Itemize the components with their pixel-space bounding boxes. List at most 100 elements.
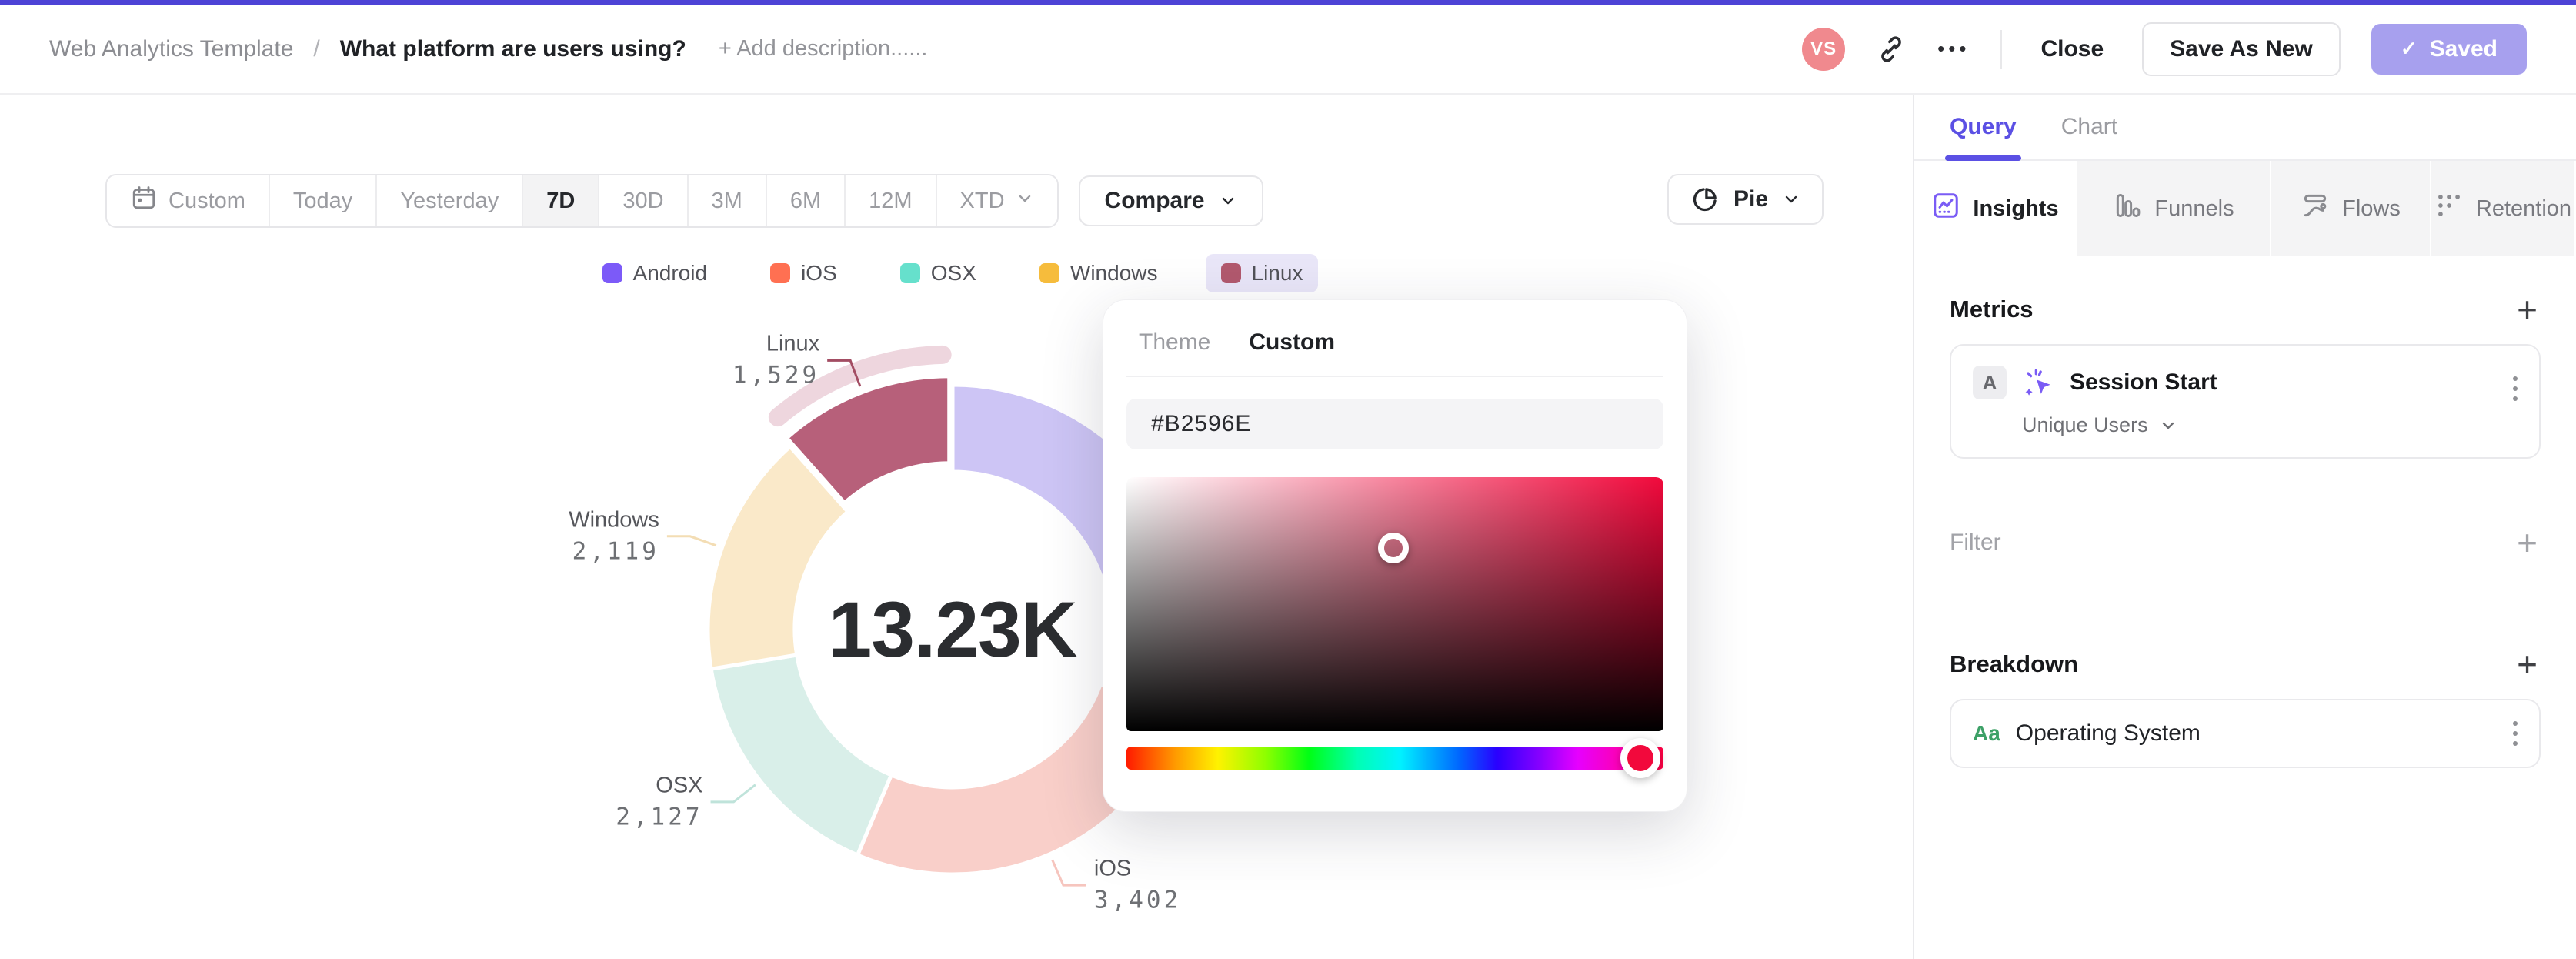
chevron-down-icon <box>1222 197 1233 205</box>
add-description-button[interactable]: + Add description...... <box>718 36 928 61</box>
add-breakdown-button[interactable]: + <box>2517 644 2538 684</box>
metric-event-name[interactable]: Session Start <box>2070 369 2217 395</box>
donut-slice-windows[interactable] <box>706 444 850 671</box>
close-button[interactable]: Close <box>2033 36 2111 62</box>
slice-label-ios: iOS 3,402 <box>1086 857 1181 914</box>
view-tab-label: Retention <box>2475 195 2572 221</box>
view-tab-retention[interactable]: Retention <box>2431 161 2576 256</box>
picker-tab-custom[interactable]: Custom <box>1249 329 1336 355</box>
hex-color-input[interactable]: #B2596E <box>1126 399 1663 449</box>
retention-icon <box>2434 191 2464 226</box>
legend-item-windows[interactable]: Windows <box>1024 254 1173 292</box>
metric-card[interactable]: A Session Start Unique Users <box>1950 344 2541 459</box>
legend-label: Android <box>632 261 708 285</box>
breakdown-more-icon[interactable] <box>2513 721 2518 746</box>
avatar[interactable]: VS <box>1802 27 1846 71</box>
range-button-6m[interactable]: 6M <box>766 175 846 226</box>
more-options-icon[interactable]: ••• <box>1937 37 1970 60</box>
legend-swatch <box>899 263 920 283</box>
range-button-12m[interactable]: 12M <box>846 175 937 226</box>
legend-item-osx[interactable]: OSX <box>885 254 992 292</box>
hue-slider[interactable] <box>1126 738 1663 778</box>
breadcrumb-root[interactable]: Web Analytics Template <box>49 35 294 62</box>
slice-label-name: OSX <box>656 773 703 798</box>
page-title[interactable]: What platform are users using? <box>339 35 686 62</box>
range-button-30d[interactable]: 30D <box>599 175 689 226</box>
chart-type-label: Pie <box>1733 186 1769 212</box>
funnels-icon <box>2113 191 2142 226</box>
slice-label-linux: Linux 1,529 <box>732 332 827 389</box>
legend-swatch <box>602 263 622 283</box>
property-type-badge: Aa <box>1973 721 2000 745</box>
slice-label-name: iOS <box>1093 856 1132 881</box>
label-leader-line <box>710 784 756 804</box>
metric-aggregation[interactable]: Unique Users <box>2022 413 2518 437</box>
insights-icon <box>1931 191 1960 226</box>
view-tab-flows[interactable]: Flows <box>2271 161 2431 256</box>
range-button-custom[interactable]: Custom <box>107 175 270 226</box>
metrics-title: Metrics <box>1950 296 2034 322</box>
slice-label-windows: Windows 2,119 <box>569 507 667 565</box>
compare-button[interactable]: Compare <box>1078 175 1263 226</box>
date-range-segmented-control: Custom Today Yesterday 7D 30D 3M 6M 12M XTD <box>105 174 1059 228</box>
app-header: Web Analytics Template / What platform a… <box>0 5 2576 95</box>
share-link-icon[interactable] <box>1876 34 1907 65</box>
filter-title: Filter <box>1950 530 2001 555</box>
slice-label-value: 2,119 <box>572 537 659 566</box>
sidebar-tab-query[interactable]: Query <box>1945 95 2021 161</box>
breadcrumb-separator: / <box>313 35 320 62</box>
picker-tab-theme[interactable]: Theme <box>1139 329 1211 355</box>
query-sidebar: Query Chart Insights Funnels Flows Retention… <box>1913 95 2576 959</box>
view-tab-insights[interactable]: Insights <box>1914 161 2077 256</box>
legend-item-linux[interactable]: Linux <box>1205 254 1319 292</box>
view-tab-funnels[interactable]: Funnels <box>2077 161 2271 256</box>
breakdown-section-header: Breakdown + <box>1950 647 2541 682</box>
filter-section-header: Filter + <box>1950 525 2541 560</box>
save-as-new-button[interactable]: Save As New <box>2142 22 2341 76</box>
view-tab-label: Funnels <box>2154 195 2234 221</box>
view-tab-label: Flows <box>2342 195 2401 221</box>
metric-more-icon[interactable] <box>2513 376 2518 401</box>
flows-icon <box>2301 191 2330 226</box>
chevron-down-icon <box>2162 422 2174 429</box>
sidebar-tabs: Query Chart <box>1914 95 2576 161</box>
slice-label-name: Linux <box>766 331 820 356</box>
pie-chart-icon <box>1693 188 1717 212</box>
add-metric-button[interactable]: + <box>2517 289 2538 329</box>
hue-slider-thumb[interactable] <box>1620 738 1660 778</box>
donut-slice-osx[interactable] <box>709 653 893 857</box>
saved-button-label: Saved <box>2429 35 2498 62</box>
saved-button[interactable]: ✓ Saved <box>2371 23 2527 75</box>
breakdown-title: Breakdown <box>1950 650 2079 677</box>
legend-item-ios[interactable]: iOS <box>755 254 853 292</box>
range-button-xtd[interactable]: XTD <box>936 175 1057 226</box>
color-picker-popup: Theme Custom #B2596E <box>1103 299 1687 812</box>
session-start-icon <box>2025 369 2050 396</box>
color-picker-cursor[interactable] <box>1377 533 1409 564</box>
legend-item-android[interactable]: Android <box>587 254 723 292</box>
range-button-yesterday[interactable]: Yesterday <box>377 175 524 226</box>
range-button-today[interactable]: Today <box>269 175 378 226</box>
slice-label-name: Windows <box>569 507 659 533</box>
chevron-down-icon <box>1016 189 1034 214</box>
range-button-3m[interactable]: 3M <box>688 175 767 226</box>
color-picker-tabs: Theme Custom <box>1126 300 1663 377</box>
label-leader-line <box>827 359 862 387</box>
donut-slice-linux[interactable] <box>785 374 952 505</box>
check-icon: ✓ <box>2400 37 2418 60</box>
slice-label-value: 3,402 <box>1093 886 1182 914</box>
legend-label: iOS <box>801 261 837 285</box>
range-button-7d[interactable]: 7D <box>523 175 600 226</box>
label-leader-line <box>1051 859 1086 887</box>
breakdown-property-name[interactable]: Operating System <box>2015 720 2201 746</box>
add-filter-button[interactable]: + <box>2517 523 2538 563</box>
breakdown-card[interactable]: Aa Operating System <box>1950 699 2541 768</box>
donut-slice-ios[interactable] <box>855 682 1184 877</box>
calendar-icon <box>130 184 158 218</box>
saturation-value-area[interactable] <box>1126 477 1663 731</box>
header-divider <box>2000 29 2003 68</box>
compare-label: Compare <box>1104 188 1205 213</box>
legend-label: OSX <box>930 261 976 285</box>
chart-type-button[interactable]: Pie <box>1667 174 1824 225</box>
sidebar-tab-chart[interactable]: Chart <box>2060 114 2118 139</box>
